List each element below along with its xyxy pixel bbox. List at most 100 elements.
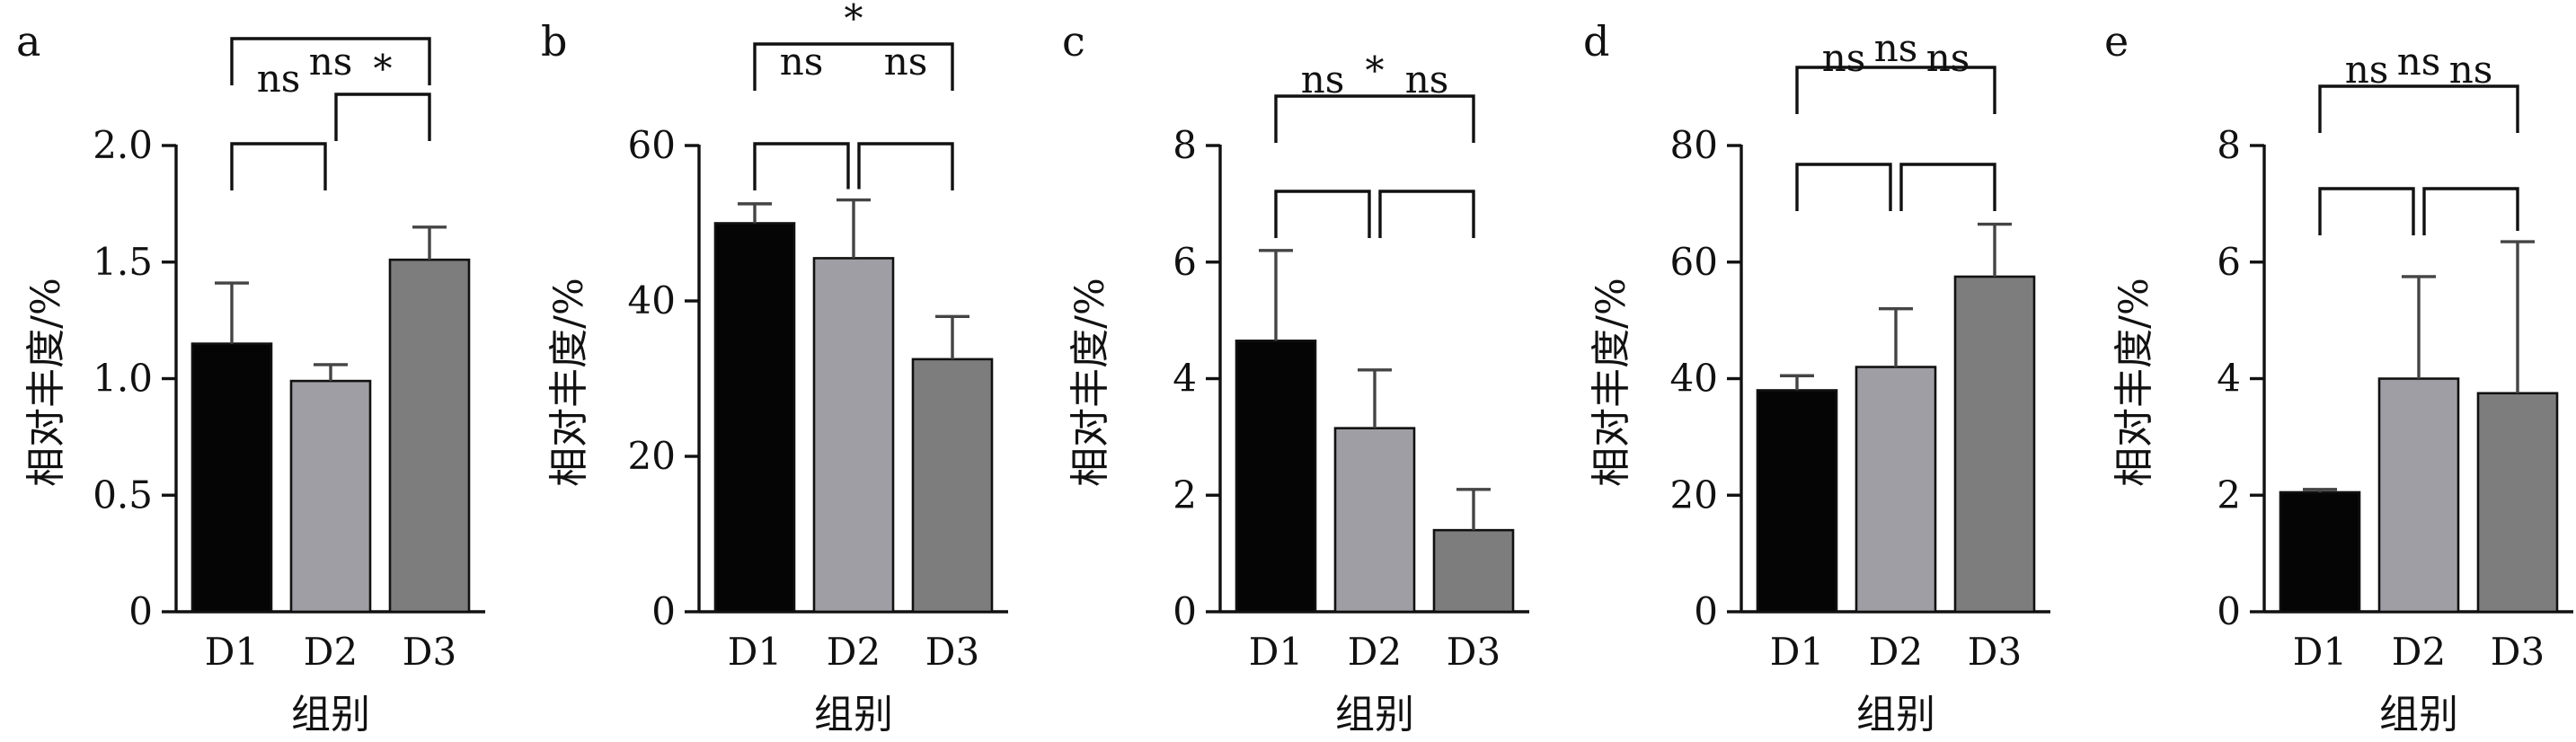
x-axis-title: 组别 bbox=[814, 692, 893, 738]
significance-label: ns bbox=[2449, 48, 2493, 92]
significance-label: ns bbox=[1874, 26, 1918, 70]
panel-letter: a bbox=[16, 17, 40, 66]
x-tick-label: D2 bbox=[304, 630, 358, 674]
significance-bracket bbox=[2318, 84, 2519, 133]
x-tick-label: D3 bbox=[2491, 630, 2545, 674]
significance-label: ns bbox=[884, 40, 928, 84]
y-tick-label: 0 bbox=[1173, 589, 1197, 633]
x-tick-label: D3 bbox=[403, 630, 456, 674]
y-axis-title: 相对丰度/% bbox=[546, 278, 592, 487]
significance-label: * bbox=[1366, 49, 1385, 93]
significance-label: ns bbox=[1926, 36, 1970, 80]
y-axis-title: 相对丰度/% bbox=[2111, 278, 2157, 487]
bar-d1 bbox=[1756, 389, 1838, 614]
bar-d2 bbox=[2377, 377, 2460, 614]
y-tick-label: 2.0 bbox=[93, 123, 153, 167]
significance-bracket bbox=[1795, 66, 1996, 114]
y-tick-label: 6 bbox=[1173, 240, 1197, 284]
bar-d3 bbox=[1432, 528, 1515, 614]
x-tick-label: D3 bbox=[1968, 630, 2022, 674]
x-tick-label: D1 bbox=[1770, 630, 1824, 674]
y-tick-label: 0 bbox=[651, 589, 676, 633]
significance-bracket bbox=[753, 42, 954, 91]
significance-label: ns bbox=[1405, 57, 1449, 102]
y-tick-label: 0.5 bbox=[93, 473, 153, 517]
significance-label: ns bbox=[1301, 57, 1345, 102]
x-tick-label: D1 bbox=[728, 630, 782, 674]
bar-d3 bbox=[2476, 392, 2559, 614]
significance-bracket bbox=[857, 142, 954, 190]
y-tick-label: 6 bbox=[2217, 240, 2241, 284]
x-axis-title: 组别 bbox=[291, 692, 370, 738]
x-axis-title: 组别 bbox=[1856, 692, 1935, 738]
y-tick-label: 4 bbox=[1173, 357, 1197, 401]
significance-bracket bbox=[1274, 94, 1475, 143]
bar-d1 bbox=[2279, 490, 2361, 614]
x-tick-label: D1 bbox=[1249, 630, 1303, 674]
panel-letter: b bbox=[541, 17, 567, 66]
bar-d2 bbox=[289, 379, 372, 614]
x-tick-label: D2 bbox=[1348, 630, 1402, 674]
x-tick-label: D2 bbox=[1869, 630, 1923, 674]
panel-letter: e bbox=[2104, 17, 2129, 66]
panel-a: a 0 0.5 1.0 1.5 2.0 相对丰度/% D1 D2 D3 组别 ns * ns bbox=[16, 17, 485, 738]
bar-d3 bbox=[1953, 275, 2036, 614]
bar-d3 bbox=[388, 258, 471, 614]
significance-label: ns bbox=[2397, 40, 2441, 84]
bar-d2 bbox=[1855, 366, 1937, 614]
y-tick-label: 1.0 bbox=[93, 357, 153, 401]
y-tick-label: 2 bbox=[2217, 473, 2241, 517]
bar-d2 bbox=[812, 257, 895, 614]
significance-label: ns bbox=[2345, 48, 2389, 92]
significance-label: ns bbox=[309, 40, 353, 84]
y-tick-label: 2 bbox=[1173, 473, 1197, 517]
panel-letter: d bbox=[1583, 17, 1609, 66]
x-tick-label: D3 bbox=[1447, 630, 1500, 674]
y-tick-label: 1.5 bbox=[93, 240, 153, 284]
bar-d1 bbox=[713, 222, 796, 614]
y-axis-title: 相对丰度/% bbox=[1067, 278, 1113, 487]
bar-d1 bbox=[190, 342, 273, 614]
x-axis-title: 组别 bbox=[1335, 692, 1414, 738]
significance-label: * bbox=[845, 0, 863, 40]
significance-bracket bbox=[2318, 187, 2415, 235]
y-tick-label: 60 bbox=[1670, 240, 1718, 284]
significance-bracket bbox=[2422, 187, 2519, 235]
significance-bracket bbox=[230, 142, 327, 190]
significance-label: ns bbox=[257, 57, 301, 101]
significance-label: ns bbox=[1822, 36, 1866, 80]
significance-bracket bbox=[334, 93, 431, 141]
y-tick-label: 0 bbox=[2217, 589, 2241, 633]
bar-d3 bbox=[911, 358, 994, 614]
significance-bracket bbox=[230, 37, 431, 85]
x-tick-label: D3 bbox=[925, 630, 979, 674]
significance-bracket bbox=[1795, 163, 1892, 211]
panel-letter: c bbox=[1062, 17, 1085, 66]
x-tick-label: D1 bbox=[2293, 630, 2347, 674]
significance-bracket bbox=[1378, 190, 1475, 238]
significance-bracket bbox=[1899, 163, 1996, 211]
y-tick-label: 40 bbox=[628, 278, 676, 322]
y-tick-label: 20 bbox=[628, 434, 676, 478]
x-tick-label: D2 bbox=[827, 630, 881, 674]
panel-c: c 0 2 4 6 8 相对丰度/% D1 D2 D3 组别 ns ns * bbox=[1062, 17, 1529, 738]
x-tick-label: D1 bbox=[205, 630, 259, 674]
panel-b: b 0 20 40 60 相对丰度/% D1 D2 D3 组别 ns ns * bbox=[541, 0, 1008, 738]
significance-bracket bbox=[753, 142, 850, 190]
y-tick-label: 4 bbox=[2217, 357, 2241, 401]
x-axis-title: 组别 bbox=[2379, 692, 2458, 738]
y-axis-title: 相对丰度/% bbox=[1589, 278, 1634, 487]
y-tick-label: 0 bbox=[1694, 589, 1718, 633]
x-tick-label: D2 bbox=[2392, 630, 2446, 674]
significance-bracket bbox=[1274, 190, 1371, 238]
y-tick-label: 20 bbox=[1670, 473, 1718, 517]
y-tick-label: 80 bbox=[1670, 123, 1718, 167]
y-axis-title: 相对丰度/% bbox=[23, 278, 69, 487]
bar-d1 bbox=[1235, 340, 1317, 614]
y-tick-label: 0 bbox=[128, 589, 153, 633]
y-tick-label: 8 bbox=[2217, 123, 2241, 167]
significance-label: * bbox=[374, 47, 393, 91]
